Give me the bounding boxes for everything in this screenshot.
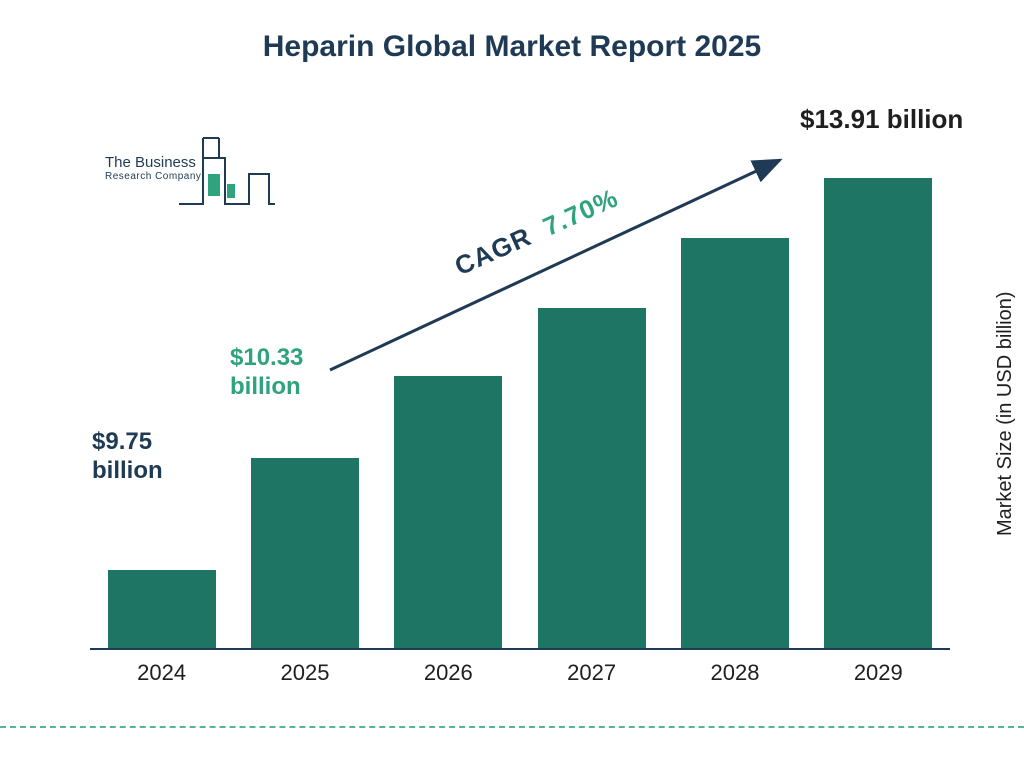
x-label-4: 2028 (675, 660, 795, 686)
bar-2029 (824, 178, 932, 648)
footer-dashed-line (0, 726, 1024, 728)
x-label-5: 2029 (818, 660, 938, 686)
bar-2026 (394, 376, 502, 648)
x-axis-labels: 2024 2025 2026 2027 2028 2029 (90, 660, 950, 686)
bar-2024 (108, 570, 216, 648)
value-unit: billion (92, 457, 163, 486)
value-amount: $9.75 (92, 428, 163, 457)
x-axis-line (90, 648, 950, 650)
value-unit: billion (230, 373, 303, 402)
x-label-2: 2026 (388, 660, 508, 686)
chart-container: { "title": { "text": "Heparin Global Mar… (0, 0, 1024, 768)
value-label-2024: $9.75 billion (92, 428, 163, 486)
x-label-3: 2027 (532, 660, 652, 686)
bar-2028 (681, 238, 789, 648)
value-label-2025: $10.33 billion (230, 344, 303, 402)
value-amount: $10.33 (230, 344, 303, 373)
bar-chart: 2024 2025 2026 2027 2028 2029 (90, 120, 950, 650)
bar-2025 (251, 458, 359, 648)
y-axis-label: Market Size (in USD billion) (995, 292, 1018, 537)
x-label-1: 2025 (245, 660, 365, 686)
bars-row (90, 168, 950, 648)
bar-2027 (538, 308, 646, 648)
x-label-0: 2024 (102, 660, 222, 686)
chart-title: Heparin Global Market Report 2025 (0, 30, 1024, 64)
value-label-2029: $13.91 billion (800, 104, 963, 135)
value-amount: $13.91 billion (800, 104, 963, 134)
